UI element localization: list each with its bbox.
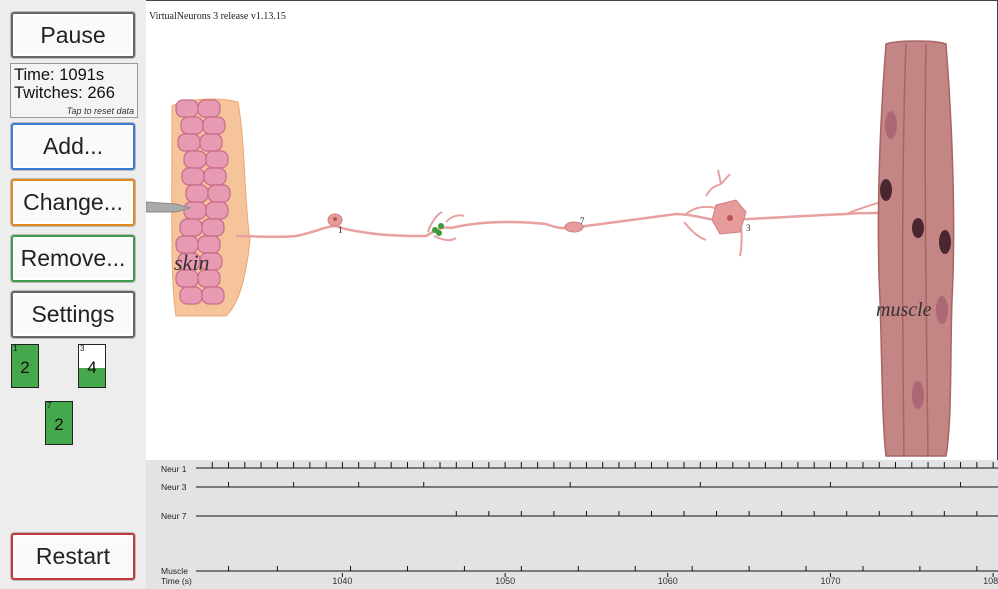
time-readout: Time: 1091s (14, 66, 105, 84)
neuron-id: 7 (47, 401, 52, 410)
neuron-label: 3 (746, 223, 751, 233)
neuron-level-fill (46, 402, 72, 444)
twitch-count: Twitches: 266 (14, 84, 115, 102)
time-axis-label: Time (s) (161, 576, 192, 586)
skin-tissue[interactable] (171, 98, 251, 317)
trace-label-neur3: Neur 3 (161, 482, 187, 492)
trace-label-neur7: Neur 7 (161, 511, 187, 521)
restart-button[interactable]: Restart (11, 533, 135, 580)
neuron-id: 1 (13, 344, 18, 353)
neuron-threshold: 2 (20, 358, 30, 377)
muscle-label: muscle (876, 299, 932, 321)
neuron-card-3[interactable]: 3 4 (78, 344, 106, 388)
add-button[interactable]: Add... (11, 123, 135, 170)
neuron-level-fill (12, 345, 38, 387)
remove-button[interactable]: Remove... (11, 235, 135, 282)
neuron-label: 1 (338, 225, 343, 235)
neuron-label: 7 (580, 216, 585, 226)
neuron-scene[interactable]: skin 1 7 3 muscle (146, 0, 998, 460)
spike-traces (196, 462, 998, 577)
neuron-card-1[interactable]: 1 2 (11, 344, 39, 388)
reset-hint: Tap to reset data (66, 106, 134, 116)
muscle-fiber[interactable]: muscle (876, 40, 955, 457)
trace-label-neur1: Neur 1 (161, 464, 187, 474)
neuron-threshold: 4 (87, 358, 97, 377)
selection-pointer (146, 201, 192, 213)
neuron-3[interactable]: 3 (683, 169, 751, 257)
spike-trace-panel[interactable]: Neur 1 Neur 3 Neur 7 Muscle Time (s) 104… (146, 460, 998, 589)
neuron-card-7[interactable]: 7 2 (45, 401, 73, 445)
version-label: VirtualNeurons 3 release v1.13.15 (149, 11, 286, 22)
time-tick-label: 1060 (657, 576, 678, 586)
neuron-1[interactable]: 1 (327, 213, 343, 235)
change-button[interactable]: Change... (11, 179, 135, 226)
pause-button[interactable]: Pause (11, 12, 135, 58)
settings-button[interactable]: Settings (11, 291, 135, 338)
neuron-threshold: 2 (54, 415, 64, 434)
control-sidebar: Pause Time: 1091s Twitches: 266 Tap to r… (0, 0, 146, 589)
stats-panel[interactable]: Time: 1091s Twitches: 266 Tap to reset d… (10, 63, 138, 118)
neuron-7[interactable]: 7 (564, 216, 585, 233)
skin-label: skin (174, 250, 209, 275)
neuron-level-fill (79, 368, 105, 387)
trace-label-muscle: Muscle (161, 566, 188, 576)
synapse-cluster[interactable] (427, 211, 465, 242)
time-tick-label: 1050 (495, 576, 516, 586)
time-tick-label: 1040 (332, 576, 353, 586)
neuron-id: 3 (80, 344, 85, 353)
time-tick-label: 1070 (820, 576, 841, 586)
time-tick-label: 1080 (983, 576, 998, 586)
